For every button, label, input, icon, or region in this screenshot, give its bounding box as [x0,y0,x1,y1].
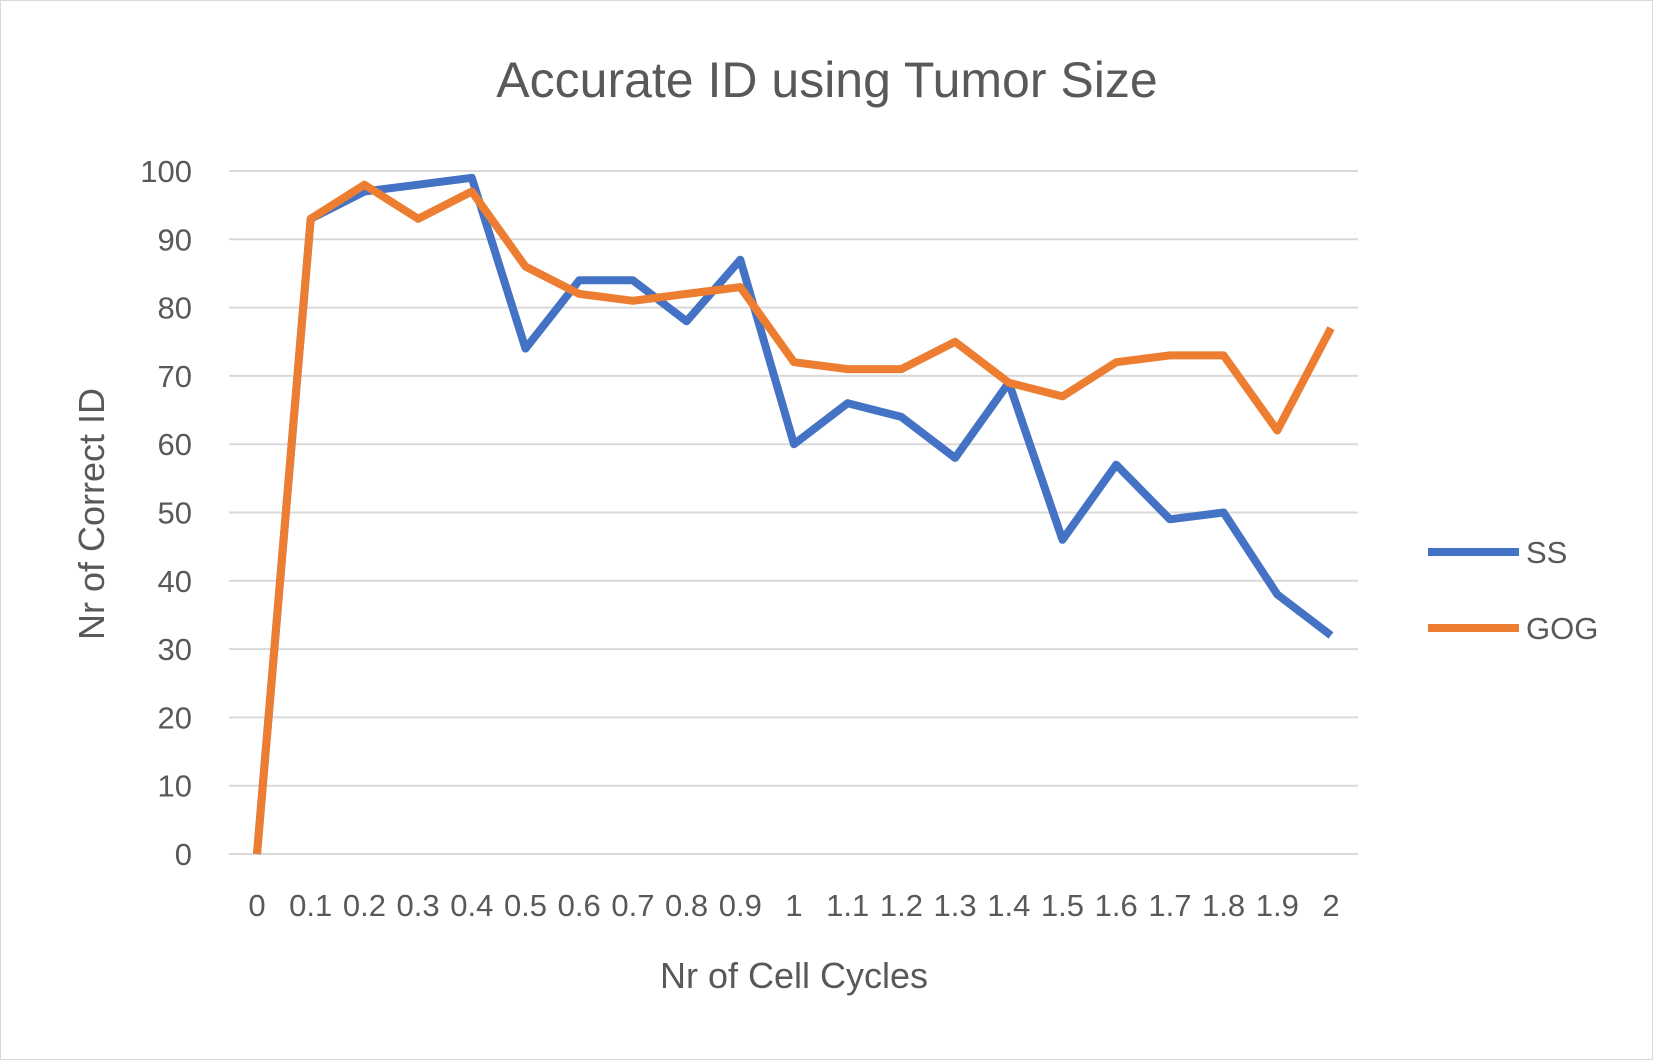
x-tick-label: 1.2 [880,888,923,923]
x-tick-label: 2 [1322,888,1339,923]
x-tick-label: 1.1 [826,888,869,923]
x-tick-label: 0.1 [289,888,332,923]
y-tick-label: 70 [158,359,192,394]
y-axis-title: Nr of Correct ID [71,388,112,640]
x-axis-title: Nr of Cell Cycles [660,955,928,996]
x-tick-label: 0.5 [504,888,547,923]
x-tick-label: 1.3 [934,888,977,923]
series-lines [253,173,1335,855]
series-line-gog [253,180,1335,855]
x-axis-tick-labels: 0 0.1 0.2 0.3 0.4 0.5 0.6 0.7 0.8 0.9 1 1.1 1.2 1.3 1.… [248,888,1339,923]
y-tick-label: 80 [158,291,192,326]
gridlines [229,170,1358,855]
y-tick-label: 100 [140,154,192,189]
y-tick-label: 10 [158,769,192,804]
x-tick-label: 0.8 [665,888,708,923]
x-tick-label: 1 [785,888,802,923]
x-tick-label: 0.9 [719,888,762,923]
y-tick-label: 90 [158,222,192,257]
y-tick-label: 60 [158,427,192,462]
x-tick-label: 1.8 [1202,888,1245,923]
x-tick-label: 0.2 [343,888,386,923]
x-tick-label: 0.4 [450,888,493,923]
series-line-ss [253,173,1334,855]
legend-label-gog: GOG [1526,611,1598,646]
x-tick-label: 1.5 [1041,888,1084,923]
x-tick-label: 0 [248,888,265,923]
y-tick-label: 40 [158,564,192,599]
x-tick-label: 1.7 [1148,888,1191,923]
legend: SS GOG [1428,535,1598,646]
legend-label-ss: SS [1526,535,1567,570]
x-tick-label: 0.7 [611,888,654,923]
x-tick-label: 0.6 [558,888,601,923]
y-tick-label: 50 [158,496,192,531]
x-tick-label: 1.6 [1095,888,1138,923]
chart-title: Accurate ID using Tumor Size [496,52,1157,108]
x-tick-label: 1.9 [1256,888,1299,923]
y-tick-label: 30 [158,632,192,667]
y-tick-label: 20 [158,700,192,735]
y-tick-label: 0 [175,837,192,872]
y-axis-tick-labels: 0 10 20 30 40 50 60 70 80 90 100 [140,154,192,872]
x-tick-label: 0.3 [397,888,440,923]
x-tick-label: 1.4 [987,888,1030,923]
